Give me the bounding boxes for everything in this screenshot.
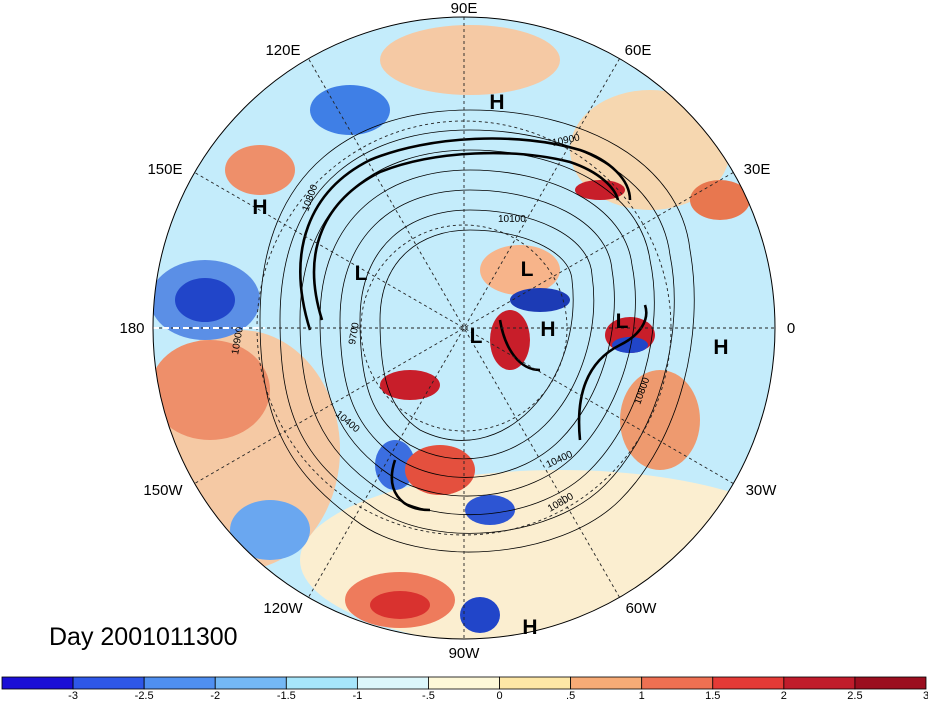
high-pressure-center: H xyxy=(713,336,728,359)
colorbar-tick-label: 1 xyxy=(639,690,645,702)
colorbar-swatch xyxy=(783,676,856,690)
jet-streak-contours xyxy=(299,137,648,512)
colorbar: -3 -2.5 -2 -1.5 -1 -.5 0 .5 1 1.5 2 2.5 3 xyxy=(1,676,928,702)
height-contours xyxy=(259,109,695,553)
colorbar-swatch xyxy=(143,676,216,690)
longitude-labels: 90E 60E 30E 0 30W 60W 90W 120W 150W 180 … xyxy=(119,0,795,662)
colorbar-tick-label: .5 xyxy=(566,690,575,702)
colorbar-tick-label: -1 xyxy=(352,690,362,702)
colorbar-swatch xyxy=(356,676,429,690)
pressure-centers: H H H H H L L L L xyxy=(252,91,728,639)
colorbar-swatch xyxy=(214,676,287,690)
colorbar-swatch xyxy=(570,676,643,690)
high-pressure-center: H xyxy=(540,318,555,341)
high-pressure-center: H xyxy=(489,91,504,114)
lon-label-150w: 150W xyxy=(143,482,183,499)
lon-label-150e: 150E xyxy=(147,161,182,178)
contour-label: 9700 xyxy=(347,321,362,345)
colorbar-tick-label: 3 xyxy=(923,690,928,702)
colorbar-tick-label: 2 xyxy=(781,690,787,702)
colorbar-tick-label: -1.5 xyxy=(277,690,296,702)
lon-label-60e: 60E xyxy=(625,42,652,59)
colorbar-tick-label: -2 xyxy=(210,690,220,702)
contour-label: 10100 xyxy=(498,214,526,225)
colorbar-swatch xyxy=(499,676,572,690)
colorbar-swatch xyxy=(854,676,927,690)
colorbar-tick-label: 0 xyxy=(496,690,502,702)
lon-label-30w: 30W xyxy=(746,482,778,499)
low-pressure-center: L xyxy=(616,310,629,333)
lon-label-90w: 90W xyxy=(449,645,481,662)
high-pressure-center: H xyxy=(522,616,537,639)
lon-label-90e: 90E xyxy=(451,0,478,17)
colorbar-tick-label: -.5 xyxy=(422,690,435,702)
low-pressure-center: L xyxy=(521,258,534,281)
lon-label-0: 0 xyxy=(787,320,795,337)
lon-label-120w: 120W xyxy=(263,600,303,617)
colorbar-swatch xyxy=(1,676,74,690)
colorbar-swatch xyxy=(712,676,785,690)
lon-label-30e: 30E xyxy=(744,161,771,178)
lon-label-60w: 60W xyxy=(626,600,658,617)
colorbar-tick-label: 1.5 xyxy=(705,690,720,702)
low-pressure-center: L xyxy=(355,262,368,285)
colorbar-swatch xyxy=(285,676,358,690)
colorbar-swatch xyxy=(428,676,500,690)
low-pressure-center: L xyxy=(470,325,483,348)
colorbar-tick-label: -3 xyxy=(68,690,78,702)
lon-label-120e: 120E xyxy=(265,42,300,59)
high-pressure-center: H xyxy=(252,196,267,219)
colorbar-tick-label: -2.5 xyxy=(135,690,154,702)
lon-label-180: 180 xyxy=(119,320,144,337)
colorbar-swatch xyxy=(72,676,145,690)
map-boundary xyxy=(152,16,776,640)
date-label: Day 2001011300 xyxy=(49,623,238,651)
colorbar-swatch xyxy=(641,676,714,690)
colorbar-tick-label: 2.5 xyxy=(847,690,862,702)
contour-label: 10900 xyxy=(230,326,246,356)
